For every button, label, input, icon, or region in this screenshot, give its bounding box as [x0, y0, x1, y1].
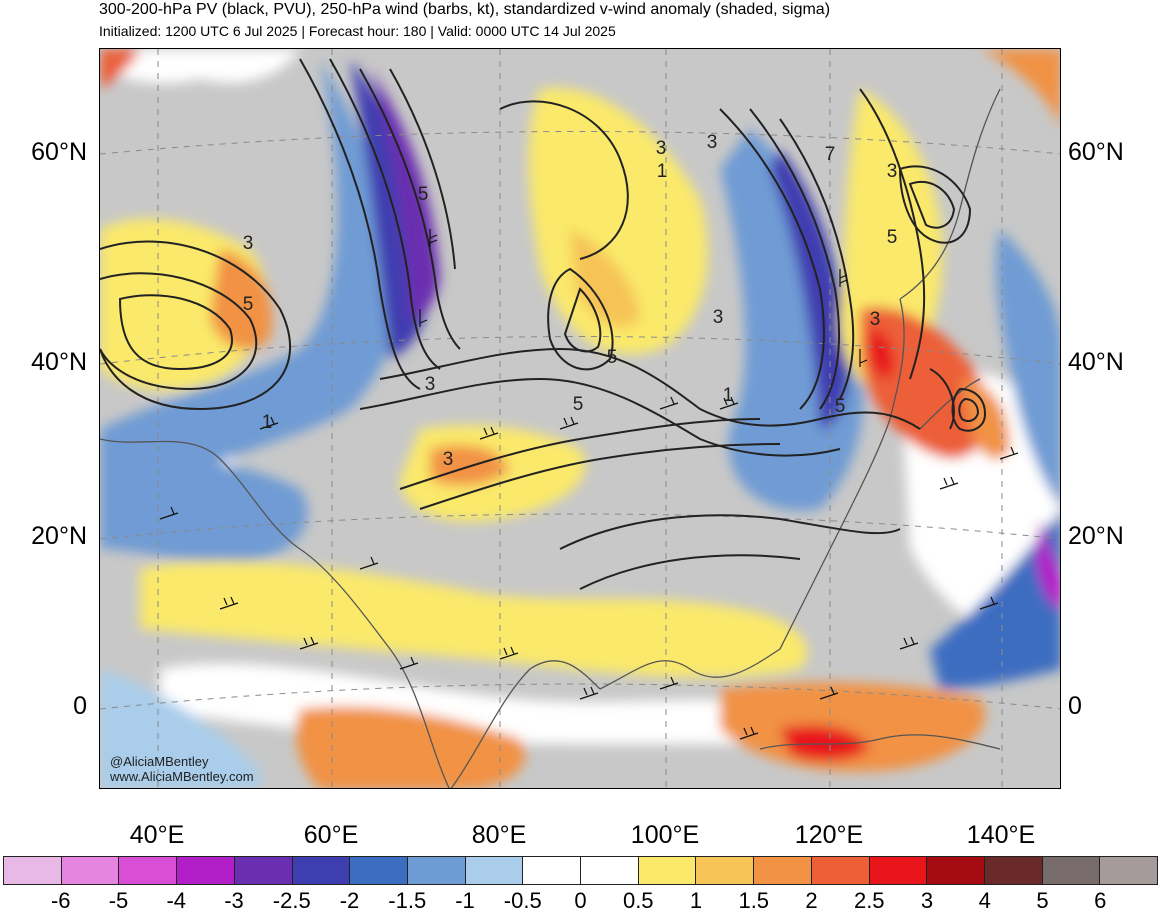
- contour-label: 1: [261, 412, 273, 433]
- lon-label-100e: 100°E: [630, 821, 700, 849]
- colorbar-swatch: [1042, 857, 1101, 884]
- colorbar-label: -0.5: [503, 888, 542, 913]
- colorbar-label: -1: [455, 888, 475, 913]
- colorbar-label: -4: [166, 888, 187, 913]
- colorbar-swatch: [234, 857, 293, 884]
- colorbar-label: 6: [1094, 888, 1107, 913]
- colorbar-swatch: [1100, 857, 1158, 884]
- colorbar-label: 3: [920, 888, 934, 913]
- colorbar-swatch: [177, 857, 235, 884]
- colorbar-label: 0: [574, 888, 587, 913]
- colorbar-swatch: [407, 857, 466, 884]
- contour-label: 3: [886, 161, 898, 182]
- pv-contours: [100, 58, 987, 590]
- colorbar-swatch: [292, 857, 351, 884]
- lon-label-120e: 120°E: [794, 821, 864, 849]
- contour-label: 5: [417, 184, 429, 205]
- colorbar-label: 1.5: [738, 888, 770, 913]
- colorbar-swatch: [927, 857, 985, 884]
- lat-label-60n-right: 60°N: [1068, 138, 1124, 166]
- contour-label: 3: [242, 233, 254, 254]
- wind-barbs: [159, 229, 1019, 740]
- contour-label: 1: [722, 385, 734, 406]
- map-subtitle: Initialized: 1200 UTC 6 Jul 2025 | Forec…: [99, 23, 616, 39]
- colorbar-label: -3: [224, 888, 244, 913]
- colorbar-label: -2: [339, 888, 360, 913]
- contour-label: 5: [572, 394, 584, 415]
- colorbar-swatch: [638, 857, 697, 884]
- colorbar-swatch: [754, 857, 812, 884]
- contour-label: 3: [706, 132, 718, 153]
- colorbar-swatch: [869, 857, 928, 884]
- colorbar-swatch: [4, 857, 62, 884]
- contour-label: 5: [834, 396, 846, 417]
- lat-label-0-left: 0: [73, 692, 87, 720]
- graticule: [100, 49, 1060, 788]
- credit-handle: @AliciaMBentley: [110, 754, 209, 769]
- lat-label-40n-right: 40°N: [1068, 348, 1124, 376]
- colorbar-swatch: [811, 857, 870, 884]
- lon-label-80e: 80°E: [471, 821, 527, 849]
- colorbar-label: 2: [805, 888, 818, 913]
- colorbar-label: 0.5: [622, 888, 654, 913]
- contour-label: 5: [886, 227, 898, 248]
- map-title: 300-200-hPa PV (black, PVU), 250-hPa win…: [99, 1, 831, 18]
- colorbar-label: -5: [108, 888, 129, 913]
- colorbar-label: -6: [50, 888, 71, 913]
- contour-label: 5: [242, 294, 254, 315]
- contour-label: 7: [824, 144, 836, 165]
- contour-label: 5: [606, 347, 618, 368]
- contour-label: 3: [712, 307, 724, 328]
- credit-website: www.AliciaMBentley.com: [110, 769, 254, 784]
- colorbar-swatch: [465, 857, 524, 884]
- colorbar-swatch: [61, 857, 120, 884]
- colorbar-label: 1: [689, 888, 703, 913]
- lon-label-40e: 40°E: [129, 821, 185, 849]
- lon-label-60e: 60°E: [303, 821, 359, 849]
- colorbar-label: 2.5: [853, 888, 885, 913]
- colorbar-swatch: [581, 857, 639, 884]
- contour-label: 3: [442, 449, 454, 470]
- lat-label-40n-left: 40°N: [31, 348, 87, 376]
- contour-label: 3: [424, 374, 436, 395]
- colorbar-label: 5: [1036, 888, 1049, 913]
- coastlines: [100, 88, 1001, 788]
- colorbar-swatch: [350, 857, 408, 884]
- lat-label-20n-right: 20°N: [1068, 522, 1124, 550]
- contour-label: 1: [656, 161, 668, 182]
- colorbar-swatch: [119, 857, 178, 884]
- colorbar-swatch: [984, 857, 1043, 884]
- map-canvas: [100, 49, 1060, 788]
- lat-label-0-right: 0: [1068, 692, 1082, 720]
- lat-label-60n-left: 60°N: [31, 138, 87, 166]
- lon-label-140e: 140°E: [966, 821, 1036, 849]
- map-panel: [99, 48, 1061, 789]
- anomaly-shading: [100, 49, 1060, 788]
- colorbar: [3, 856, 1158, 885]
- colorbar-swatch: [523, 857, 582, 884]
- contour-label: 3: [869, 309, 881, 330]
- colorbar-swatch: [696, 857, 755, 884]
- colorbar-label: 4: [978, 888, 991, 913]
- lat-label-20n-left: 20°N: [31, 522, 87, 550]
- colorbar-label: -2.5: [272, 888, 311, 913]
- contour-label: 3: [655, 138, 667, 159]
- colorbar-label: -1.5: [388, 888, 427, 913]
